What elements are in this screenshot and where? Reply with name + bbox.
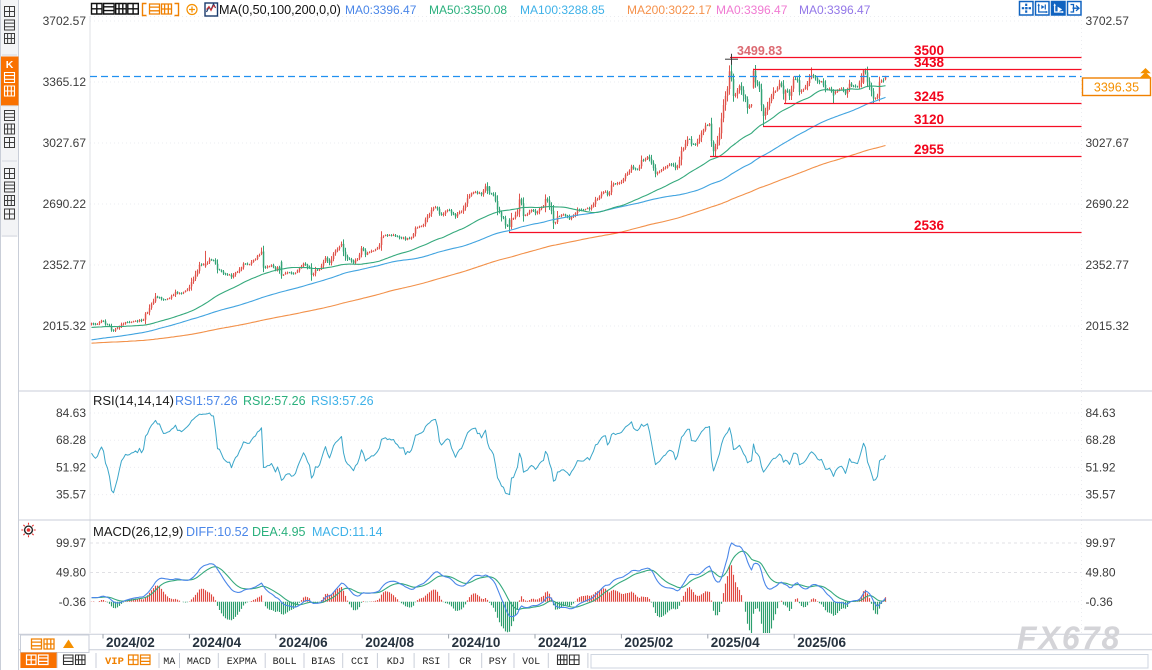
svg-text:BIAS: BIAS <box>311 657 335 668</box>
svg-text:-0.36: -0.36 <box>59 595 87 609</box>
svg-text:35.57: 35.57 <box>1086 488 1116 502</box>
svg-text:2024/02: 2024/02 <box>106 635 155 650</box>
svg-text:MA0:3396.47: MA0:3396.47 <box>345 3 417 17</box>
svg-text:CR: CR <box>459 657 471 668</box>
svg-text:3438: 3438 <box>914 55 945 70</box>
svg-text:DEA:4.95: DEA:4.95 <box>252 525 306 539</box>
svg-text:35.57: 35.57 <box>56 488 86 502</box>
svg-text:MACD(26,12,9): MACD(26,12,9) <box>93 524 183 539</box>
svg-text:2690.22: 2690.22 <box>1086 197 1130 211</box>
svg-text:MA0:3396.47: MA0:3396.47 <box>716 3 788 17</box>
svg-text:RSI: RSI <box>422 657 440 668</box>
svg-text:K: K <box>6 59 14 71</box>
svg-text:3245: 3245 <box>914 89 945 104</box>
svg-text:2352.77: 2352.77 <box>1086 258 1130 272</box>
svg-text:49.80: 49.80 <box>56 566 86 580</box>
svg-text:CCI: CCI <box>351 657 369 668</box>
svg-text:-0.36: -0.36 <box>1086 595 1114 609</box>
svg-text:BOLL: BOLL <box>273 657 297 668</box>
svg-text:3027.67: 3027.67 <box>1086 136 1130 150</box>
svg-text:MA0:3396.47: MA0:3396.47 <box>799 3 871 17</box>
svg-text:3500: 3500 <box>914 43 944 58</box>
svg-text:2025/06: 2025/06 <box>797 635 846 650</box>
svg-text:2955: 2955 <box>914 142 945 157</box>
svg-text:MACD:11.14: MACD:11.14 <box>312 525 383 539</box>
svg-text:2025/04: 2025/04 <box>711 635 760 650</box>
svg-text:MA100:3288.85: MA100:3288.85 <box>520 3 605 17</box>
svg-text:RSI(14,14,14): RSI(14,14,14) <box>93 393 174 408</box>
svg-text:MACD: MACD <box>187 657 211 668</box>
svg-text:2024/08: 2024/08 <box>365 635 414 650</box>
svg-text:2352.77: 2352.77 <box>43 258 87 272</box>
svg-text:2024/10: 2024/10 <box>452 635 501 650</box>
svg-text:MA50:3350.08: MA50:3350.08 <box>429 3 507 17</box>
svg-text:RSI3:57.26: RSI3:57.26 <box>311 394 374 408</box>
svg-text:DIFF:10.52: DIFF:10.52 <box>186 525 249 539</box>
svg-text:EXPMA: EXPMA <box>227 657 257 668</box>
svg-text:2024/06: 2024/06 <box>279 635 328 650</box>
svg-text:49.80: 49.80 <box>1086 566 1116 580</box>
svg-text:2015.32: 2015.32 <box>1086 319 1130 333</box>
svg-text:3499.83: 3499.83 <box>737 44 782 58</box>
svg-text:99.97: 99.97 <box>56 536 86 550</box>
svg-text:2024/12: 2024/12 <box>538 635 587 650</box>
svg-text:3120: 3120 <box>914 112 944 127</box>
svg-text:2536: 2536 <box>914 218 945 233</box>
svg-text:99.97: 99.97 <box>1086 536 1116 550</box>
svg-text:2024/04: 2024/04 <box>192 635 241 650</box>
svg-text:RSI1:57.26: RSI1:57.26 <box>175 394 238 408</box>
svg-text:2015.32: 2015.32 <box>43 319 87 333</box>
svg-text:84.63: 84.63 <box>1086 406 1116 420</box>
svg-text:MA: MA <box>163 657 175 668</box>
svg-text:68.28: 68.28 <box>56 433 86 447</box>
svg-text:51.92: 51.92 <box>56 460 86 474</box>
svg-text:3396.35: 3396.35 <box>1094 81 1139 95</box>
svg-text:MA200:3022.17: MA200:3022.17 <box>627 3 712 17</box>
svg-text:MA(0,50,100,200,0,0): MA(0,50,100,200,0,0) <box>219 3 341 17</box>
svg-text:3702.57: 3702.57 <box>43 14 87 28</box>
svg-text:3702.57: 3702.57 <box>1086 14 1130 28</box>
svg-text:2690.22: 2690.22 <box>43 197 87 211</box>
svg-text:3365.12: 3365.12 <box>43 75 87 89</box>
svg-text:VIP: VIP <box>105 656 124 668</box>
svg-text:KDJ: KDJ <box>387 657 405 668</box>
svg-text:84.63: 84.63 <box>56 406 86 420</box>
svg-text:3027.67: 3027.67 <box>43 136 87 150</box>
svg-text:68.28: 68.28 <box>1086 433 1116 447</box>
svg-text:VOL: VOL <box>522 657 540 668</box>
svg-text:2025/02: 2025/02 <box>624 635 673 650</box>
svg-text:PSY: PSY <box>489 657 507 668</box>
svg-text:51.92: 51.92 <box>1086 460 1116 474</box>
svg-text:FX678: FX678 <box>1017 620 1121 656</box>
svg-text:RSI2:57.26: RSI2:57.26 <box>243 394 306 408</box>
